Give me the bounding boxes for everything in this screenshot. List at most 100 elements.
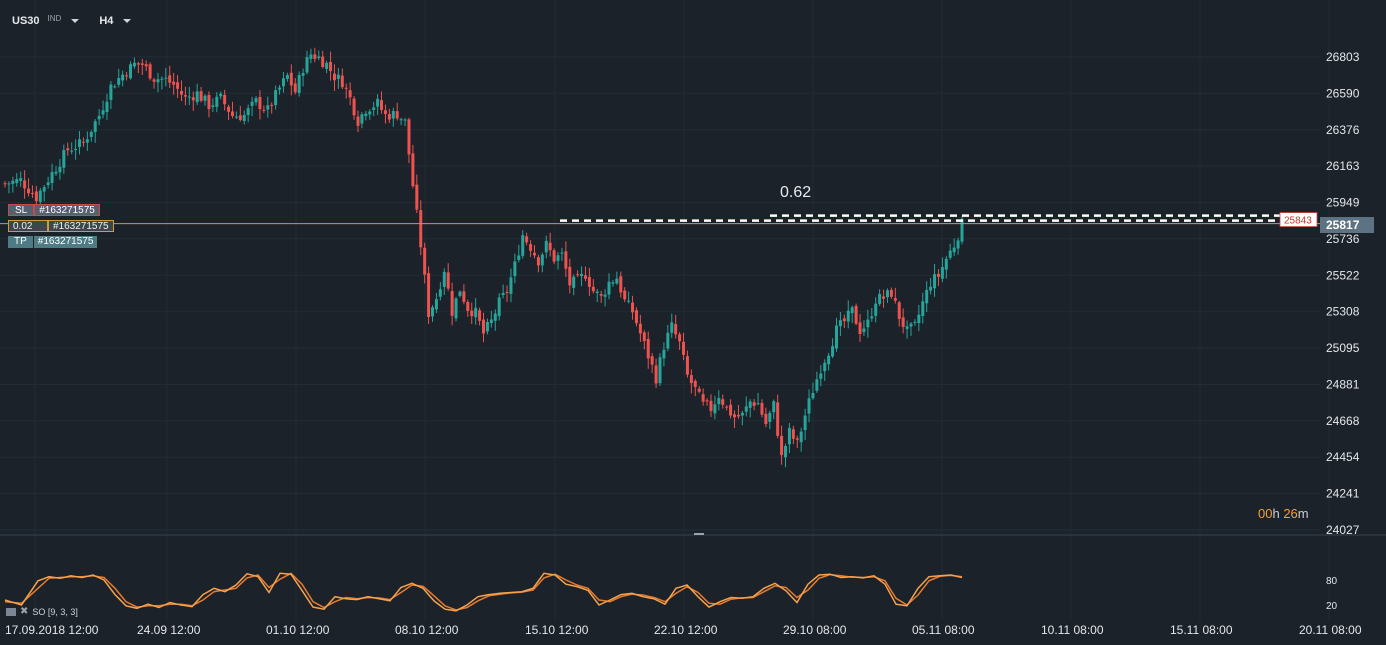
time-tick-label: 10.11 08:00	[1041, 623, 1104, 637]
price-tick-label: 25736	[1326, 232, 1360, 246]
symbol-name[interactable]: US30	[12, 15, 40, 27]
candle-body	[215, 96, 219, 107]
stop-loss-tag[interactable]: SL #163271575	[8, 204, 100, 216]
indicator-settings-icon[interactable]	[6, 607, 16, 616]
candle-body	[325, 62, 329, 69]
take-profit-tag[interactable]: TP #163271575	[8, 236, 98, 248]
candle-body	[505, 291, 509, 293]
candle-body	[454, 298, 458, 319]
time-tick-label: 01.10 12:00	[266, 623, 330, 637]
candle-body	[521, 235, 525, 256]
candle-body	[654, 365, 658, 384]
candle-body	[66, 148, 70, 151]
candle-body	[509, 277, 513, 294]
price-tick-label: 25949	[1326, 196, 1360, 210]
candle-body	[364, 113, 368, 117]
candle-body	[258, 97, 262, 110]
candle-body	[901, 317, 905, 327]
stochastic-level-label: 20	[1326, 601, 1338, 612]
candle-body	[693, 380, 697, 387]
candle-body	[462, 291, 466, 302]
timeframe-selector[interactable]: H4	[99, 15, 132, 27]
candle-body	[372, 107, 376, 110]
candle-body	[340, 75, 344, 88]
candle-body	[752, 402, 756, 406]
candle-body	[662, 349, 666, 359]
candle-body	[242, 115, 246, 122]
candle-body	[27, 188, 31, 194]
panel-resize-handle	[694, 533, 704, 535]
chart-toolbar: US30 IND H4	[12, 12, 132, 30]
candle-body	[191, 97, 195, 101]
time-tick-label: 17.09.2018 12:00	[5, 623, 99, 637]
candle-body	[756, 403, 760, 405]
candle-body	[909, 323, 913, 327]
price-tick-label: 26376	[1326, 123, 1360, 137]
candle-body	[289, 72, 293, 86]
indicator-close-icon[interactable]: ✖	[20, 606, 29, 617]
candle-body	[678, 334, 682, 342]
candle-body	[293, 83, 297, 93]
candle-body	[3, 183, 7, 185]
candle-body	[458, 291, 462, 296]
candle-body	[682, 341, 686, 355]
candle-body	[540, 254, 544, 266]
time-tick-label: 20.11 08:00	[1299, 623, 1362, 637]
candle-body	[470, 310, 474, 317]
candle-body	[599, 294, 603, 296]
candle-body	[395, 111, 399, 119]
candle-body	[815, 379, 819, 391]
candle-body	[427, 273, 431, 318]
candle-body	[442, 271, 446, 287]
candle-body	[854, 305, 858, 324]
candle-body	[438, 289, 442, 297]
candle-body	[768, 412, 772, 422]
position-tag[interactable]: 0.02 #163271575	[8, 220, 114, 232]
current-price-marker	[1320, 217, 1374, 234]
candle-body	[780, 435, 784, 456]
candle-body	[281, 78, 285, 87]
candle-body	[78, 139, 82, 148]
candle-body	[501, 292, 505, 296]
candle-body	[905, 326, 909, 329]
candle-body	[211, 105, 215, 107]
candle-body	[736, 414, 740, 417]
candle-body	[380, 100, 384, 110]
candle-body	[666, 332, 670, 349]
time-tick-label: 24.09 12:00	[137, 623, 201, 637]
candle-body	[474, 307, 478, 318]
candle-body	[627, 300, 631, 302]
candle-body	[446, 272, 450, 289]
candle-body	[129, 64, 133, 79]
time-tick-label: 29.10 08:00	[783, 623, 847, 637]
candle-body	[85, 139, 89, 143]
price-tick-label: 25095	[1326, 341, 1360, 355]
candle-body	[109, 84, 113, 100]
candle-body	[183, 95, 187, 97]
candle-body	[368, 111, 372, 115]
candle-body	[62, 150, 66, 168]
candle-body	[317, 56, 321, 59]
candle-body	[685, 356, 689, 375]
candle-body	[466, 302, 470, 311]
candle-body	[532, 252, 536, 256]
candle-body	[489, 319, 493, 324]
candle-body	[230, 111, 234, 116]
candle-body	[23, 180, 27, 189]
position-order-id: #163271575	[48, 220, 114, 232]
timeframe-dropdown-icon[interactable]	[123, 19, 132, 23]
symbol-dropdown-icon[interactable]	[71, 19, 80, 23]
take-profit-label: TP	[8, 236, 33, 248]
candle-body	[89, 131, 93, 137]
candle-body	[917, 314, 921, 324]
candle-body	[729, 404, 733, 416]
candle-body	[497, 297, 501, 317]
candle-body	[336, 74, 340, 79]
timeframe-value[interactable]: H4	[99, 15, 114, 27]
candle-body	[831, 346, 835, 357]
candle-body	[164, 77, 168, 79]
candle-body	[270, 104, 274, 106]
time-tick-label: 22.10 12:00	[654, 623, 718, 637]
candle-body	[595, 291, 599, 294]
